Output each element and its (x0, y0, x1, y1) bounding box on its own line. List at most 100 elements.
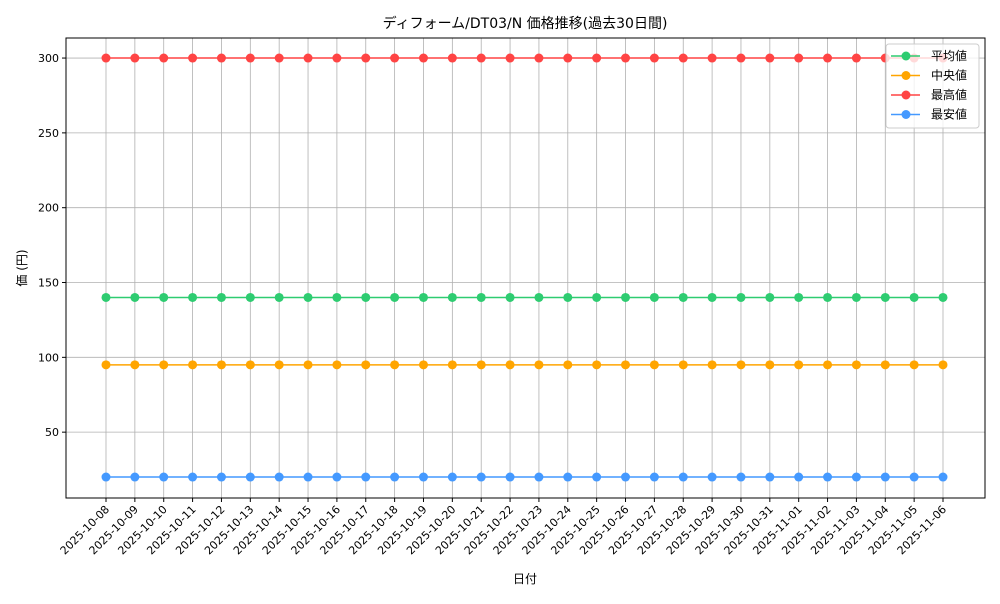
data-point (476, 472, 486, 482)
data-point (390, 53, 400, 63)
data-point (418, 292, 428, 302)
data-point (245, 53, 255, 63)
data-point (274, 360, 284, 370)
legend-marker (901, 71, 911, 80)
data-point (303, 53, 313, 63)
legend-marker (901, 51, 911, 61)
data-point (447, 53, 457, 63)
data-point (621, 53, 631, 63)
data-point (418, 472, 428, 482)
data-point (534, 472, 544, 482)
data-point (909, 292, 919, 302)
data-point (707, 53, 717, 63)
data-point (303, 360, 313, 370)
x-axis: 2025-10-082025-10-092025-10-102025-10-11… (58, 498, 949, 557)
chart-title: ディフォーム/DT03/N 価格推移(過去30日間) (383, 15, 668, 32)
data-point (476, 360, 486, 370)
data-point (390, 360, 400, 370)
data-point (216, 292, 226, 302)
data-point (938, 472, 948, 482)
data-point (130, 360, 140, 370)
data-point (361, 472, 371, 482)
y-axis: 50 100 150 200 250 300 (38, 52, 66, 439)
data-point (303, 472, 313, 482)
data-point (649, 292, 659, 302)
data-point (649, 360, 659, 370)
data-point (621, 360, 631, 370)
data-point (332, 360, 342, 370)
data-point (765, 360, 775, 370)
data-point (245, 360, 255, 370)
data-point (274, 53, 284, 63)
data-point (736, 472, 746, 482)
data-point (649, 472, 659, 482)
legend-label: 中央値 (931, 68, 967, 83)
series-group (101, 53, 948, 482)
data-point (534, 292, 544, 302)
data-point (447, 292, 457, 302)
data-point (303, 292, 313, 302)
y-tick-label: 250 (38, 127, 59, 140)
data-point (188, 292, 198, 302)
data-point (505, 53, 515, 63)
y-tick-label: 100 (38, 351, 59, 364)
data-point (159, 472, 169, 482)
data-point (880, 292, 890, 302)
data-point (707, 360, 717, 370)
data-point (621, 472, 631, 482)
y-tick-label: 150 (38, 277, 59, 290)
data-point (707, 292, 717, 302)
data-point (505, 360, 515, 370)
data-point (505, 472, 515, 482)
data-point (880, 472, 890, 482)
data-point (851, 472, 861, 482)
legend-box (885, 43, 980, 129)
data-point (678, 53, 688, 63)
data-point (188, 360, 198, 370)
series-0 (101, 292, 948, 302)
data-point (621, 292, 631, 302)
data-point (851, 53, 861, 63)
data-point (909, 360, 919, 370)
y-tick-label: 50 (45, 426, 59, 439)
data-point (823, 472, 833, 482)
data-point (245, 292, 255, 302)
data-point (563, 53, 573, 63)
data-point (274, 292, 284, 302)
data-point (216, 472, 226, 482)
data-point (563, 360, 573, 370)
legend-marker (901, 90, 911, 100)
data-point (447, 360, 457, 370)
data-point (216, 360, 226, 370)
data-point (101, 292, 111, 302)
data-point (159, 53, 169, 63)
data-point (938, 360, 948, 370)
data-point (736, 360, 746, 370)
data-point (274, 472, 284, 482)
data-point (736, 53, 746, 63)
data-point (823, 53, 833, 63)
plot-frame (65, 37, 986, 499)
data-point (159, 292, 169, 302)
grid (66, 38, 985, 498)
data-point (245, 472, 255, 482)
data-point (101, 360, 111, 370)
data-point (851, 360, 861, 370)
data-point (476, 53, 486, 63)
data-point (418, 360, 428, 370)
data-point (649, 53, 659, 63)
data-point (216, 53, 226, 63)
data-point (592, 53, 602, 63)
data-point (390, 292, 400, 302)
data-point (361, 292, 371, 302)
data-point (794, 472, 804, 482)
series-2 (101, 53, 948, 63)
data-point (938, 292, 948, 302)
data-point (332, 472, 342, 482)
data-point (765, 472, 775, 482)
y-axis-label: 価 (円) (15, 249, 29, 286)
data-point (188, 53, 198, 63)
data-point (678, 472, 688, 482)
